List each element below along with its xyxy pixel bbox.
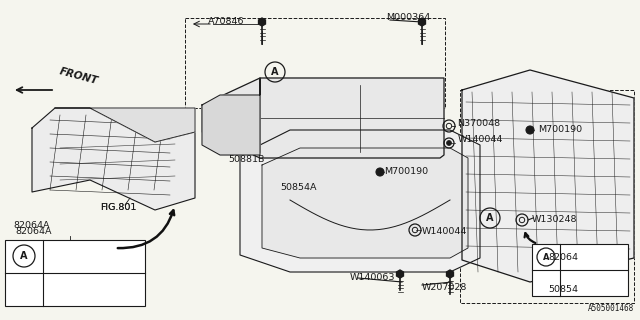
Text: 50881B: 50881B [228,156,264,164]
Polygon shape [397,270,403,278]
Text: N370048: N370048 [457,119,500,129]
Polygon shape [32,108,195,210]
Text: A: A [20,251,28,261]
Text: A505001468: A505001468 [588,304,634,313]
Text: W207028: W207028 [422,283,467,292]
Text: 50854A: 50854A [280,183,317,193]
Bar [532,244,628,296]
Circle shape [376,168,384,176]
Text: 50854: 50854 [548,285,578,294]
FancyArrowPatch shape [118,210,174,248]
Polygon shape [202,78,444,158]
Polygon shape [240,130,480,272]
Text: A: A [543,252,549,261]
Bar [460,90,634,303]
Polygon shape [262,148,468,258]
Text: FIG.801: FIG.801 [100,203,136,212]
Polygon shape [202,78,260,155]
Text: M000364: M000364 [386,12,430,21]
Bar [185,18,445,108]
Text: M700190: M700190 [384,167,428,177]
Bar [5,240,145,306]
Text: A70846: A70846 [208,17,244,26]
Text: W140044: W140044 [458,135,504,145]
Text: W140044: W140044 [422,228,467,236]
Text: W130248: W130248 [532,215,577,225]
Text: 82064: 82064 [548,253,578,262]
Polygon shape [55,108,195,142]
Text: M700190: M700190 [538,125,582,134]
Text: A: A [486,213,493,223]
Circle shape [526,126,534,134]
FancyArrowPatch shape [525,233,536,243]
Polygon shape [419,18,426,26]
Polygon shape [259,18,266,26]
Text: W140063: W140063 [350,274,396,283]
Text: A: A [271,67,279,77]
Polygon shape [447,270,454,278]
Polygon shape [462,70,634,282]
Text: FIG.801: FIG.801 [100,203,136,212]
Text: 82064A: 82064A [15,228,51,236]
Text: 82064A: 82064A [13,220,49,229]
Text: FRONT: FRONT [58,66,99,86]
Circle shape [447,140,451,146]
